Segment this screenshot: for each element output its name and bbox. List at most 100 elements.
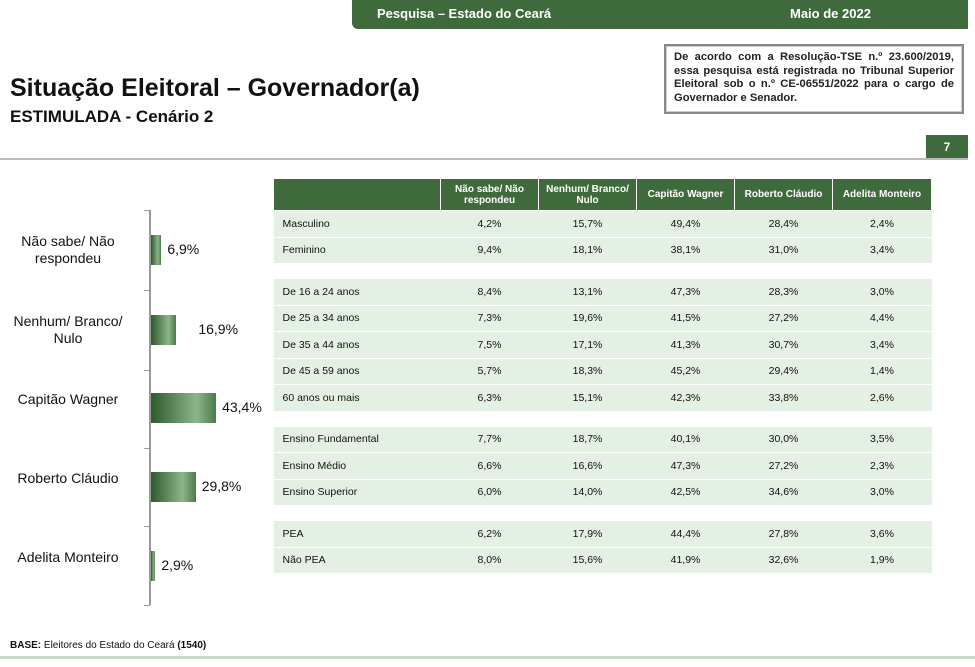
table-cell: 17,1% (538, 331, 637, 359)
row-label: Ensino Médio (273, 452, 441, 480)
survey-date: Maio de 2022 (790, 6, 871, 21)
bar-category-label: Não sabe/ Não respondeu (21, 233, 115, 266)
table-cell: 3,0% (832, 278, 932, 306)
row-label: De 16 a 24 anos (273, 278, 441, 306)
axis-tick (144, 448, 150, 449)
base-label: BASE: (10, 640, 42, 651)
table-cell: 42,3% (636, 384, 735, 412)
axis-tick (144, 605, 150, 606)
table-cell: 6,6% (440, 452, 539, 480)
bar-value-label: 6,9% (167, 241, 200, 257)
column-header: Nenhum/ Branco/ Nulo (538, 178, 637, 211)
table-cell: 38,1% (636, 237, 735, 264)
divider (0, 158, 968, 160)
table-cell: 17,9% (538, 520, 637, 548)
bar (151, 315, 177, 345)
table-row: PEA 6,2% 17,9% 44,4% 27,8% 3,6% (273, 520, 932, 548)
table-cell: 1,9% (832, 547, 932, 574)
column-header: Roberto Cláudio (734, 178, 833, 211)
column-header: Adelita Monteiro (832, 178, 932, 211)
row-label: Ensino Fundamental (273, 426, 441, 453)
survey-name: Pesquisa – Estado do Ceará (377, 6, 552, 21)
group-spacer (273, 263, 932, 279)
registration-notice: De acordo com a Resolução-TSE n.º 23.600… (664, 44, 964, 114)
row-label: De 45 a 59 anos (273, 358, 441, 385)
table-cell: 15,1% (538, 384, 637, 412)
row-label: Feminino (273, 237, 441, 264)
header-bar: Pesquisa – Estado do Ceará Maio de 2022 (352, 0, 968, 29)
table-cell: 47,3% (636, 452, 735, 480)
table-cell: 28,3% (734, 278, 833, 306)
table-row: Ensino Fundamental 7,7% 18,7% 40,1% 30,0% 3,5… (273, 426, 932, 453)
table-cell: 4,2% (440, 210, 539, 238)
table-cell: 3,4% (832, 237, 932, 264)
table-cell: 7,3% (440, 305, 539, 332)
table-cell: 8,0% (440, 547, 539, 574)
table-cell: 42,5% (636, 479, 735, 506)
bar (151, 235, 162, 265)
table-cell: 41,9% (636, 547, 735, 574)
bar-category-label: Capitão Wagner (17, 391, 119, 407)
table-cell: 31,0% (734, 237, 833, 264)
table-cell: 41,3% (636, 331, 735, 359)
base-text: Eleitores do Estado do Ceará (41, 640, 178, 651)
table-cell: 41,5% (636, 305, 735, 332)
table-cell: 49,4% (636, 210, 735, 238)
row-label: De 35 a 44 anos (273, 331, 441, 359)
table-cell: 18,7% (538, 426, 637, 453)
crosstab-table: Não sabe/ Não respondeu Nenhum/ Branco/ N… (273, 178, 932, 574)
bar-value-label: 29,8% (201, 478, 242, 494)
axis-tick (144, 210, 150, 211)
table-row: 60 anos ou mais 6,3% 15,1% 42,3% 33,8% 2,6% (273, 384, 932, 412)
table-cell: 6,0% (440, 479, 539, 506)
table-cell: 5,7% (440, 358, 539, 385)
bar (151, 472, 196, 502)
bar-category-label: Adelita Monteiro (17, 549, 119, 565)
bar (151, 393, 217, 423)
axis-tick (144, 370, 150, 371)
table-cell: 27,2% (734, 305, 833, 332)
table-cell: 14,0% (538, 479, 637, 506)
table-cell: 6,2% (440, 520, 539, 548)
table-row: De 16 a 24 anos 8,4% 13,1% 47,3% 28,3% 3,0% (273, 278, 932, 306)
group-spacer (273, 411, 932, 427)
table-cell: 9,4% (440, 237, 539, 264)
page-number: 7 (926, 135, 968, 159)
table-row: Feminino 9,4% 18,1% 38,1% 31,0% 3,4% (273, 237, 932, 264)
page-title: Situação Eleitoral – Governador(a) (10, 74, 420, 102)
table-cell: 2,6% (832, 384, 932, 412)
row-label: PEA (273, 520, 441, 548)
row-label: Ensino Superior (273, 479, 441, 506)
row-label: De 25 a 34 anos (273, 305, 441, 332)
table-cell: 27,8% (734, 520, 833, 548)
table-cell: 18,1% (538, 237, 637, 264)
table-cell: 47,3% (636, 278, 735, 306)
table-cell: 2,3% (832, 452, 932, 480)
table-cell: 4,4% (832, 305, 932, 332)
table-cell: 7,5% (440, 331, 539, 359)
page-subtitle: ESTIMULADA - Cenário 2 (10, 107, 214, 126)
table-cell: 15,7% (538, 210, 637, 238)
table-cell: 30,0% (734, 426, 833, 453)
table-cell: 27,2% (734, 452, 833, 480)
bar-category-label: Nenhum/ Branco/ Nulo (13, 313, 123, 346)
chart-axis (149, 210, 151, 605)
table-cell: 3,6% (832, 520, 932, 548)
table-cell: 3,0% (832, 479, 932, 506)
bar-category-label: Roberto Cláudio (17, 470, 119, 486)
bar-value-label: 43,4% (222, 399, 262, 415)
footer-base: BASE: Eleitores do Estado do Ceará (1540… (10, 640, 206, 651)
table-row: Masculino 4,2% 15,7% 49,4% 28,4% 2,4% (273, 210, 932, 238)
bar (151, 551, 156, 581)
table-cell: 32,6% (734, 547, 833, 574)
bar-value-label: 16,9% (198, 321, 239, 337)
axis-tick (144, 290, 150, 291)
table-cell: 2,4% (832, 210, 932, 238)
header-blank (273, 178, 441, 211)
table-cell: 45,2% (636, 358, 735, 385)
registration-code: CE-06551/2022 (780, 78, 859, 90)
notice-suffix: para o cargo de Governador e Senador. (674, 78, 954, 104)
table-cell: 7,7% (440, 426, 539, 453)
column-header: Não sabe/ Não respondeu (440, 178, 539, 211)
footer-line (0, 656, 975, 659)
